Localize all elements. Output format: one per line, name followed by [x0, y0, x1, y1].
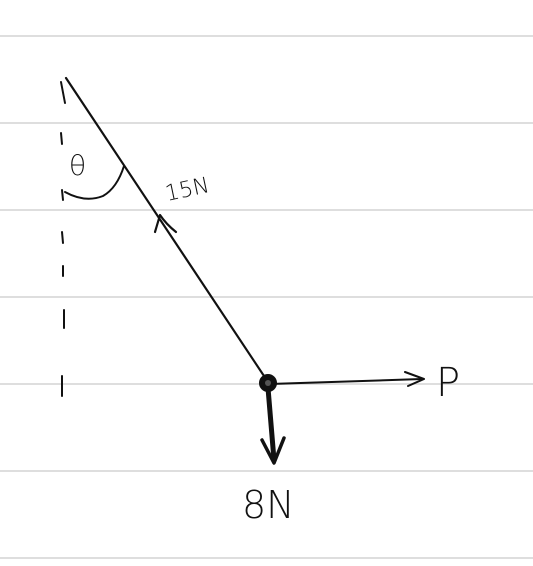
weight-force-arrowhead	[260, 436, 286, 465]
angle-arc	[64, 165, 125, 200]
tension-label: 15N	[163, 173, 212, 207]
particle-center	[265, 380, 271, 386]
angle-label: θ	[69, 149, 86, 182]
weight-force-line	[265, 385, 277, 463]
tension-arrowhead	[153, 213, 178, 234]
pull-force-arrowhead	[404, 371, 425, 387]
vertical-reference-line	[60, 81, 66, 397]
weight-label: 8N	[242, 483, 295, 527]
tension-string	[64, 76, 270, 384]
pull-label: P	[436, 360, 460, 406]
ruled-lines	[0, 35, 533, 559]
pull-force-line	[269, 378, 423, 385]
